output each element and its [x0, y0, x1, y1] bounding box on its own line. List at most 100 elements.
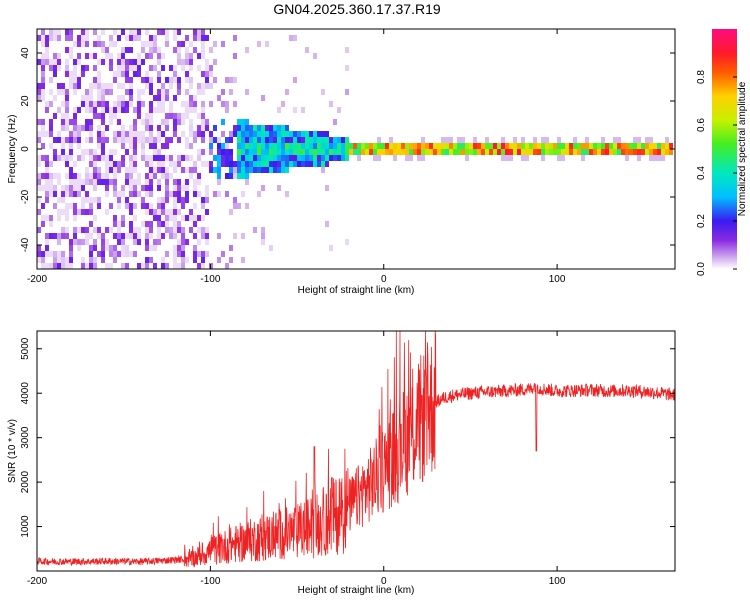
spectrogram-cell	[425, 149, 429, 155]
spectrogram-cell	[61, 119, 65, 125]
spectrogram-cell	[137, 89, 141, 95]
spectrogram-cell	[329, 143, 333, 149]
spectrogram-cell	[557, 149, 561, 155]
spectrogram-cell	[169, 137, 173, 143]
spectrogram-cell	[169, 215, 173, 221]
spectrogram-cell	[145, 137, 149, 143]
spectrogram-cell	[81, 71, 85, 77]
spectrogram-cell	[109, 155, 113, 161]
spectrogram-cell	[157, 29, 161, 35]
spectrogram-cell	[289, 35, 293, 41]
spectrogram-cell	[497, 143, 501, 149]
spectrogram-cell	[157, 89, 161, 95]
spectrogram-cell	[149, 65, 153, 71]
spectrogram-cell	[121, 125, 125, 131]
spectrogram-cell	[129, 227, 133, 233]
spectrogram-cell	[49, 233, 53, 239]
spectrogram-cell	[93, 257, 97, 263]
spectrogram-cell	[197, 65, 201, 71]
spectrogram-cell	[141, 101, 145, 107]
spectrogram-cell	[133, 155, 137, 161]
spectrogram-cell	[113, 113, 117, 119]
spectrogram-cell	[57, 251, 61, 257]
spectrogram-cell	[117, 53, 121, 59]
spectrogram-cell	[173, 203, 177, 209]
spectrogram-cell	[105, 179, 109, 185]
spectrogram-cell	[541, 149, 545, 155]
spectrogram-cell	[557, 155, 561, 161]
spectrogram-cell	[609, 143, 613, 149]
spectrogram-y-tick-label: 20	[20, 95, 31, 107]
spectrogram-cell	[137, 263, 141, 269]
spectrogram-cell	[221, 149, 225, 155]
spectrogram-cell	[165, 125, 169, 131]
spectrogram-cell	[637, 155, 641, 161]
spectrogram-cell	[145, 185, 149, 191]
spectrogram-cell	[169, 233, 173, 239]
spectrogram-cell	[273, 143, 277, 149]
spectrogram-cell	[241, 137, 245, 143]
spectrogram-cell	[77, 191, 81, 197]
spectrogram-cell	[213, 167, 217, 173]
spectrogram-cell	[89, 53, 93, 59]
spectrogram-cell	[461, 137, 465, 143]
spectrogram-cell	[77, 41, 81, 47]
spectrogram-cell	[257, 161, 261, 167]
spectrogram-cell	[329, 245, 333, 251]
spectrogram-cell	[201, 197, 205, 203]
spectrogram-cell	[149, 101, 153, 107]
spectrogram-cell	[361, 143, 365, 149]
spectrogram-cell	[113, 221, 117, 227]
spectrogram-cell	[53, 53, 57, 59]
snr-x-tick-label: 0	[381, 576, 387, 587]
spectrogram-cell	[193, 29, 197, 35]
spectrogram-cell	[181, 101, 185, 107]
spectrogram-cell	[81, 125, 85, 131]
spectrogram-cell	[261, 149, 265, 155]
spectrogram-cell	[477, 143, 481, 149]
spectrogram-cell	[249, 155, 253, 161]
spectrogram-cell	[129, 203, 133, 209]
spectrogram-cell	[165, 263, 169, 269]
spectrogram-cell	[97, 137, 101, 143]
spectrogram-cell	[233, 53, 237, 59]
spectrogram-cell	[269, 137, 273, 143]
spectrogram-cell	[245, 161, 249, 167]
spectrogram-cell	[53, 35, 57, 41]
spectrogram-cell	[89, 155, 93, 161]
spectrogram-cell	[77, 53, 81, 59]
spectrogram-cell	[117, 35, 121, 41]
spectrogram-cell	[229, 149, 233, 155]
spectrogram-cell	[165, 155, 169, 161]
spectrogram-cell	[89, 245, 93, 251]
spectrogram-cell	[73, 209, 77, 215]
spectrogram-cell	[49, 185, 53, 191]
spectrogram-cell	[53, 155, 57, 161]
spectrogram-cell	[217, 179, 221, 185]
spectrogram-cell	[365, 149, 369, 155]
spectrogram-cell	[425, 143, 429, 149]
spectrogram-cell	[57, 131, 61, 137]
spectrogram-cell	[93, 29, 97, 35]
spectrogram-cell	[149, 131, 153, 137]
spectrogram-cell	[321, 155, 325, 161]
spectrogram-cell	[61, 137, 65, 143]
spectrogram-cell	[149, 77, 153, 83]
spectrogram-cell	[73, 59, 77, 65]
spectrogram-cell	[145, 161, 149, 167]
spectrogram-cell	[157, 131, 161, 137]
spectrogram-cell	[157, 71, 161, 77]
spectrogram-cell	[185, 35, 189, 41]
spectrogram-cell	[161, 53, 165, 59]
spectrogram-cell	[153, 149, 157, 155]
spectrogram-cell	[277, 143, 281, 149]
spectrogram-cell	[189, 65, 193, 71]
spectrogram-cell	[237, 149, 241, 155]
spectrogram-cell	[165, 137, 169, 143]
spectrogram-cell	[69, 185, 73, 191]
spectrogram-cell	[77, 131, 81, 137]
spectrogram-cell	[101, 251, 105, 257]
spectrogram-cell	[437, 143, 441, 149]
spectrogram-cell	[357, 143, 361, 149]
